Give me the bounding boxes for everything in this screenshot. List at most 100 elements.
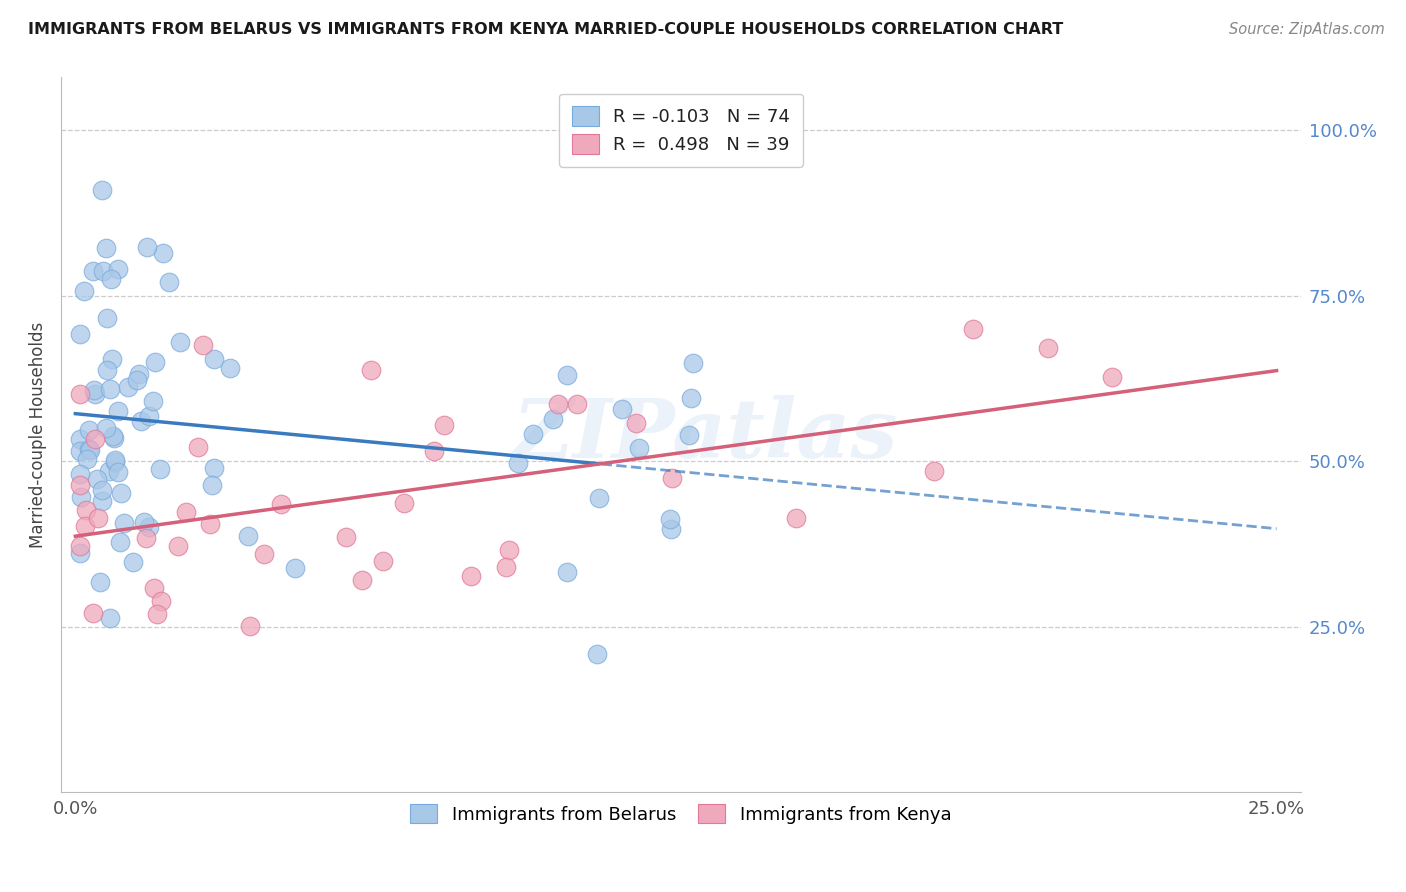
Point xyxy=(107,404,129,418)
Point xyxy=(145,355,167,369)
Point xyxy=(202,461,225,475)
Point xyxy=(152,246,174,260)
Point xyxy=(785,511,807,525)
Point xyxy=(70,490,93,504)
Point xyxy=(87,510,110,524)
Point xyxy=(270,497,292,511)
Point xyxy=(555,565,578,579)
Point xyxy=(522,426,544,441)
Point xyxy=(82,263,104,277)
Point xyxy=(75,503,97,517)
Point xyxy=(962,321,984,335)
Point xyxy=(922,464,945,478)
Point xyxy=(83,383,105,397)
Point xyxy=(97,464,120,478)
Point xyxy=(678,428,700,442)
Point xyxy=(100,351,122,366)
Point xyxy=(135,531,157,545)
Point xyxy=(238,529,260,543)
Point xyxy=(94,241,117,255)
Point xyxy=(187,440,209,454)
Point xyxy=(588,491,610,505)
Point xyxy=(1036,341,1059,355)
Point xyxy=(107,261,129,276)
Point xyxy=(91,263,114,277)
Point xyxy=(122,555,145,569)
Point xyxy=(142,394,165,409)
Point xyxy=(146,607,169,622)
Text: IMMIGRANTS FROM BELARUS VS IMMIGRANTS FROM KENYA MARRIED-COUPLE HOUSEHOLDS CORRE: IMMIGRANTS FROM BELARUS VS IMMIGRANTS FR… xyxy=(28,22,1063,37)
Point xyxy=(90,184,112,198)
Point xyxy=(253,547,276,561)
Point xyxy=(628,442,651,456)
Point xyxy=(77,442,100,457)
Point xyxy=(100,272,122,286)
Point xyxy=(498,542,520,557)
Point xyxy=(83,432,105,446)
Point xyxy=(72,285,94,299)
Point xyxy=(103,432,125,446)
Point xyxy=(110,486,132,500)
Point xyxy=(658,512,681,526)
Point xyxy=(142,582,165,596)
Point xyxy=(69,432,91,446)
Point xyxy=(138,409,160,423)
Point xyxy=(98,611,121,625)
Point xyxy=(661,471,683,485)
Point xyxy=(73,519,96,533)
Point xyxy=(86,472,108,486)
Point xyxy=(112,516,135,530)
Point xyxy=(433,417,456,432)
Point xyxy=(107,465,129,479)
Point xyxy=(96,363,118,377)
Point xyxy=(69,539,91,553)
Point xyxy=(82,606,104,620)
Point xyxy=(681,391,703,405)
Point xyxy=(69,546,91,560)
Point xyxy=(69,443,91,458)
Point xyxy=(193,338,215,352)
Point xyxy=(138,520,160,534)
Point xyxy=(423,444,446,458)
Point xyxy=(350,573,373,587)
Point xyxy=(198,517,221,532)
Point xyxy=(335,529,357,543)
Point xyxy=(69,478,91,492)
Point xyxy=(1101,369,1123,384)
Point xyxy=(373,554,395,568)
Point xyxy=(96,311,118,326)
Point xyxy=(127,373,149,387)
Y-axis label: Married-couple Households: Married-couple Households xyxy=(30,322,46,548)
Point xyxy=(174,505,197,519)
Point xyxy=(79,442,101,457)
Text: Source: ZipAtlas.com: Source: ZipAtlas.com xyxy=(1229,22,1385,37)
Point xyxy=(659,523,682,537)
Point xyxy=(460,568,482,582)
Point xyxy=(166,540,188,554)
Point xyxy=(284,561,307,575)
Point xyxy=(98,382,121,396)
Point xyxy=(135,240,157,254)
Point xyxy=(682,356,704,370)
Point xyxy=(169,335,191,350)
Point xyxy=(565,397,588,411)
Point xyxy=(77,423,100,437)
Point xyxy=(76,452,98,467)
Point xyxy=(547,397,569,411)
Legend: Immigrants from Belarus, Immigrants from Kenya: Immigrants from Belarus, Immigrants from… xyxy=(399,793,962,834)
Point xyxy=(104,453,127,467)
Point xyxy=(91,494,114,508)
Point xyxy=(96,420,118,434)
Point xyxy=(108,535,131,549)
Point xyxy=(555,368,578,383)
Point xyxy=(89,575,111,590)
Point xyxy=(392,496,415,510)
Point xyxy=(101,429,124,443)
Point xyxy=(202,351,225,366)
Point xyxy=(91,483,114,497)
Point xyxy=(149,462,172,476)
Point xyxy=(585,647,607,661)
Point xyxy=(610,402,633,417)
Point xyxy=(117,380,139,394)
Point xyxy=(104,455,127,469)
